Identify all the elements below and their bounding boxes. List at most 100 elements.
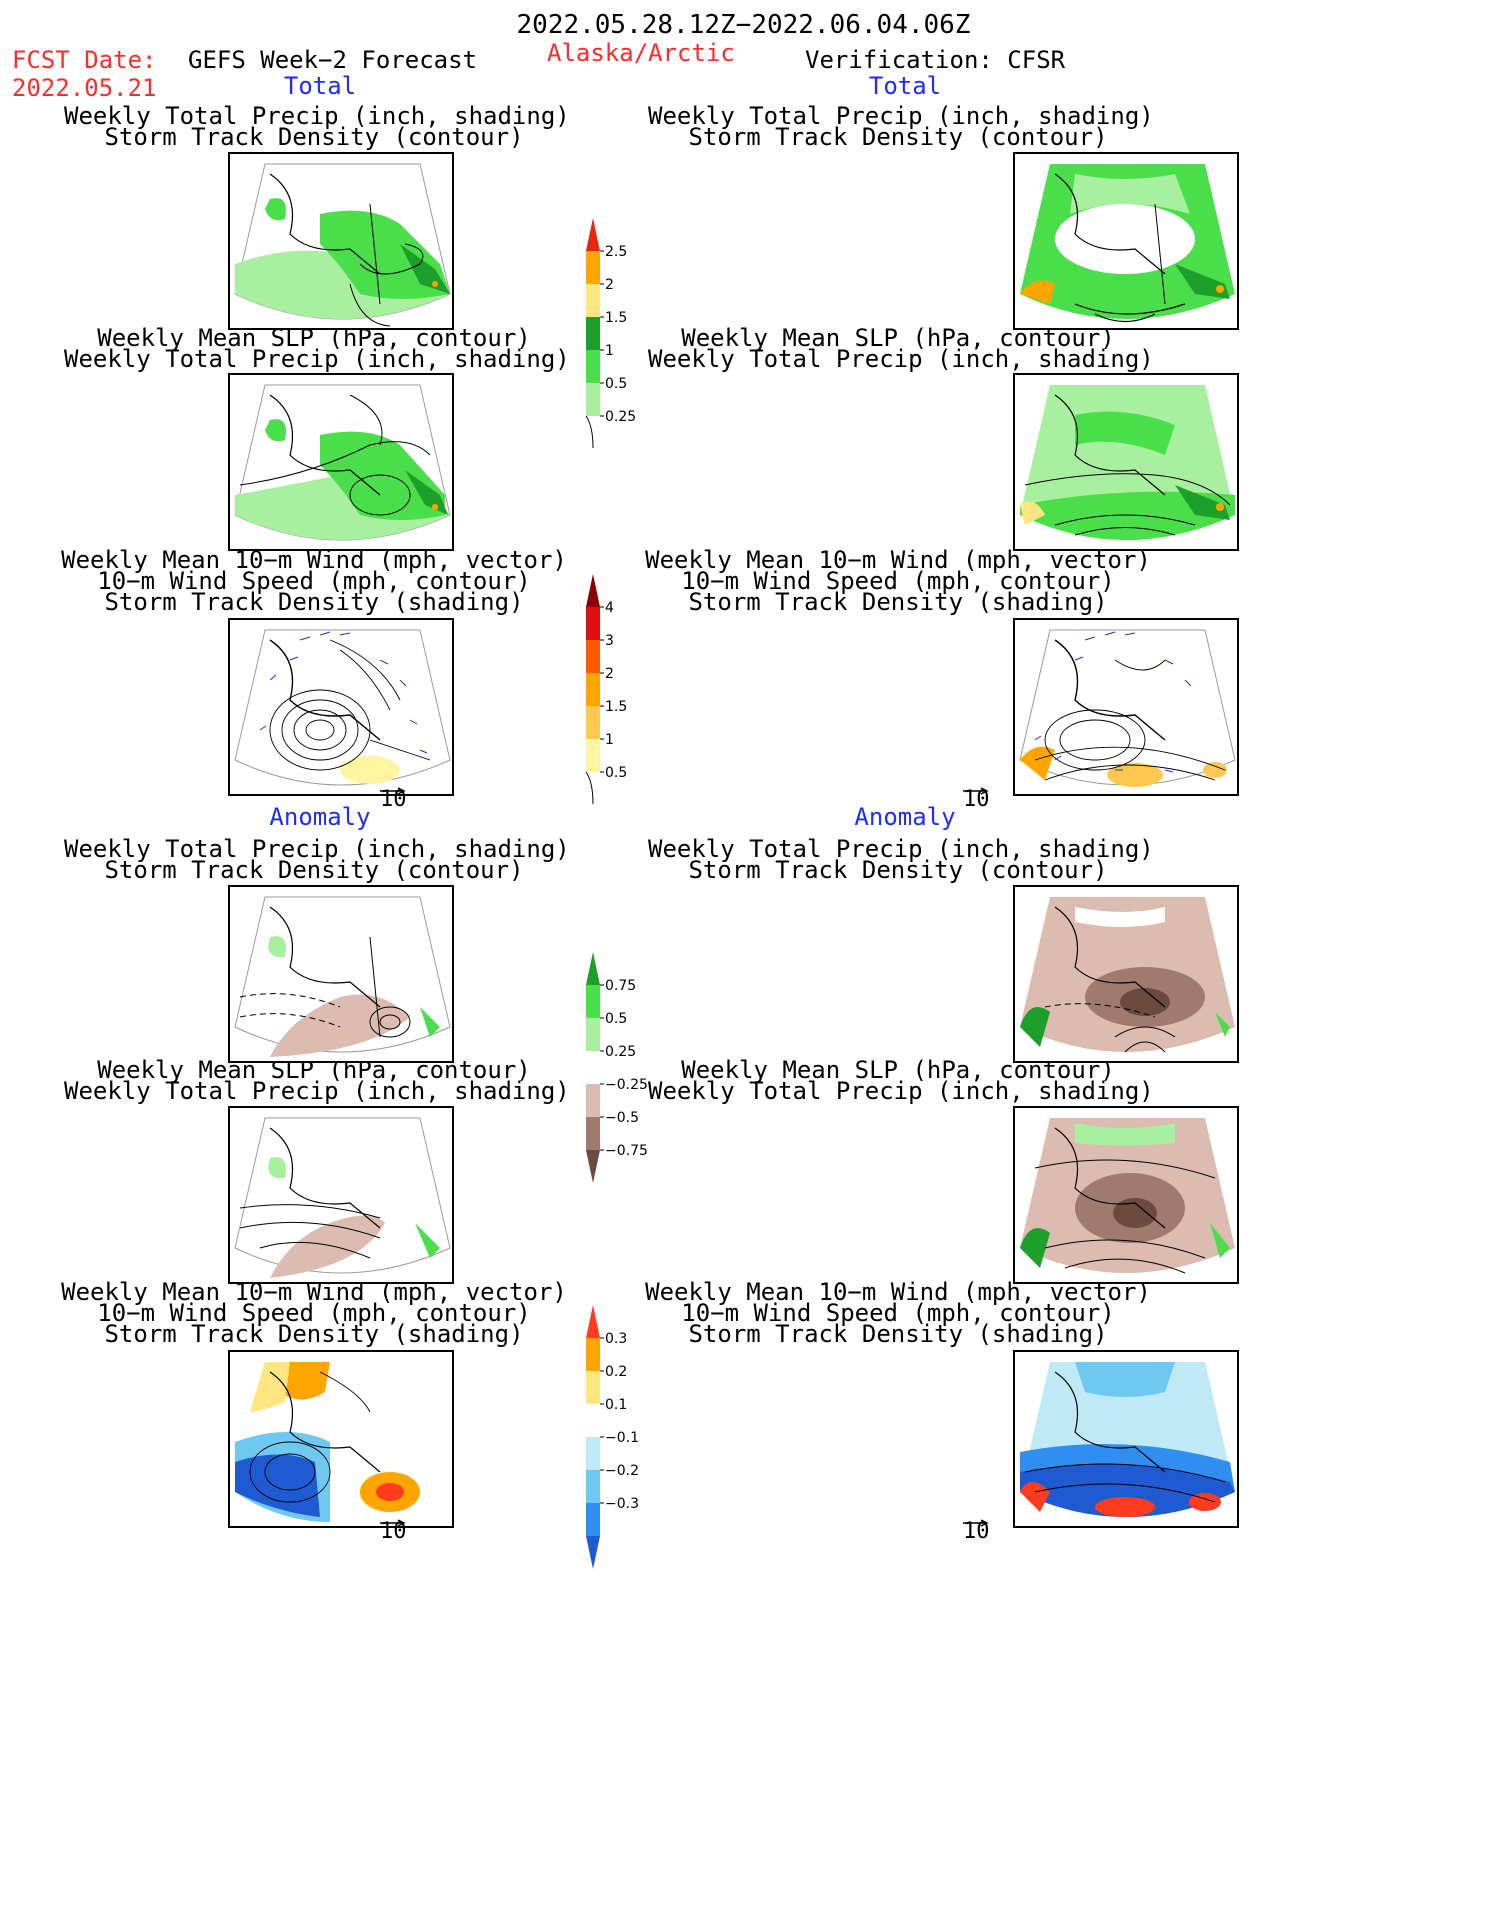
vector-ref-arrow-r3 [963, 780, 989, 795]
region-title: Alaska/Arctic [547, 39, 735, 67]
title-l4-line1: Weekly Total Precip (inch, shading) [64, 835, 570, 863]
date-range-title: 2022.05.28.12Z−2022.06.04.06Z [516, 10, 971, 40]
colorbar-segment [586, 1338, 600, 1371]
colorbar-anomaly-storm-density: 0.3 0.2 0.1 −0.1 −0.2 −0.3 [586, 1305, 646, 1615]
map-forecast-total-slp-precip [228, 373, 454, 551]
colorbar-tick-label: 1.5 [605, 310, 627, 326]
title-l6-line3: Storm Track Density (shading) [104, 1320, 524, 1348]
title-r2-line2: Weekly Total Precip (inch, shading) [648, 345, 1154, 373]
fcst-date-label: FCST Date: [12, 46, 157, 74]
colorbar-tick-label: 0.75 [605, 978, 636, 994]
colorbar-segment [586, 739, 600, 772]
colorbar-tick-label: 0.5 [605, 1011, 627, 1027]
colorbar-tick-label: −0.3 [605, 1496, 639, 1512]
colorbar-tick-label: 0.5 [605, 765, 627, 781]
map-forecast-anomaly-slp-precip [228, 1106, 454, 1284]
colorbar-tick-label: 0.1 [605, 1397, 627, 1413]
colorbar-segment [586, 1437, 600, 1470]
title-l5-line2: Weekly Total Precip (inch, shading) [64, 1077, 570, 1105]
title-r5-line2: Weekly Total Precip (inch, shading) [648, 1077, 1154, 1105]
vector-ref-label-l3: 10 [380, 787, 407, 812]
title-r4-line2: Storm Track Density (contour) [688, 856, 1108, 884]
fcst-date-value: 2022.05.21 [12, 74, 157, 102]
vector-ref-arrow-l6 [380, 1512, 406, 1527]
colorbar-segment [586, 383, 600, 416]
colorbar-tick-label: 0.2 [605, 1364, 627, 1380]
vector-ref-arrow-l3 [380, 780, 406, 795]
colorbar-segment [586, 1051, 600, 1084]
title-l6-line2: 10−m Wind Speed (mph, contour) [97, 1299, 531, 1327]
colorbar-tick-label: −0.25 [605, 1077, 648, 1093]
colorbar-segment [586, 574, 600, 607]
map-verification-total-precip-storm [1013, 152, 1239, 330]
map-forecast-anomaly-precip-storm [228, 885, 454, 1063]
map-verification-anomaly-precip-storm [1013, 885, 1239, 1063]
left-total-label: Total [283, 72, 357, 100]
colorbar-segment [586, 985, 600, 1018]
model-title: GEFS Week−2 Forecast [188, 46, 477, 74]
colorbar-tick-label: 0.25 [605, 1044, 636, 1060]
title-l3-line3: Storm Track Density (shading) [104, 588, 524, 616]
colorbar-segment [586, 350, 600, 383]
title-l3-line2: 10−m Wind Speed (mph, contour) [97, 567, 531, 595]
colorbar-tick-label: 0.3 [605, 1331, 627, 1347]
colorbar-tail [585, 415, 594, 449]
colorbar-tick-label: 3 [605, 633, 614, 649]
colorbar-segment [586, 706, 600, 739]
colorbar-total-precip: 2.5 2 1.5 1 0.5 0.25 [585, 218, 646, 462]
title-r3-line2: 10−m Wind Speed (mph, contour) [681, 567, 1115, 595]
vector-ref-arrow-r6 [963, 1512, 989, 1527]
map-verification-anomaly-wind-storm [1013, 1350, 1239, 1528]
title-l1-line1: Weekly Total Precip (inch, shading) [64, 102, 570, 130]
map-verification-total-wind-storm [1013, 618, 1239, 796]
colorbar-segment [586, 1371, 600, 1404]
colorbar-segment [586, 673, 600, 706]
colorbar-tick-label: 1 [605, 343, 614, 359]
colorbar-total-storm-density: 4 3 2 1.5 1 0.5 [585, 574, 646, 818]
colorbar-tail [585, 771, 594, 805]
colorbar-tick-label: 4 [605, 600, 614, 616]
map-forecast-total-wind-storm [228, 618, 454, 796]
colorbar-tick-label: 2.5 [605, 244, 627, 260]
colorbar-anomaly-precip: 0.75 0.5 0.25 −0.25 −0.5 −0.75 [586, 952, 648, 1229]
colorbar-segment [586, 218, 600, 251]
title-r4-line1: Weekly Total Precip (inch, shading) [648, 835, 1154, 863]
colorbar-segment [586, 284, 600, 317]
left-anomaly-label: Anomaly [269, 803, 371, 831]
title-r3-line1: Weekly Mean 10−m Wind (mph, vector) [645, 546, 1151, 574]
colorbar-segment [586, 1150, 600, 1183]
colorbar-segment [586, 1117, 600, 1150]
title-r1-line1: Weekly Total Precip (inch, shading) [648, 102, 1154, 130]
colorbar-segment [586, 952, 600, 985]
title-r1-line2: Storm Track Density (contour) [688, 123, 1108, 151]
colorbar-tick-label: 2 [605, 277, 614, 293]
right-anomaly-label: Anomaly [854, 803, 956, 831]
map-forecast-total-precip-storm [228, 152, 454, 330]
vector-ref-label-l6: 10 [380, 1519, 407, 1544]
colorbar-segment [586, 640, 600, 673]
colorbar-tick-label: −0.1 [605, 1430, 639, 1446]
colorbar-segment [586, 1503, 600, 1536]
colorbar-tick-label: 1 [605, 732, 614, 748]
colorbar-tick-label: 2 [605, 666, 614, 682]
colorbar-segment [586, 251, 600, 284]
title-l2-line2: Weekly Total Precip (inch, shading) [64, 345, 570, 373]
title-r3-line3: Storm Track Density (shading) [688, 588, 1108, 616]
map-forecast-anomaly-wind-storm [228, 1350, 454, 1528]
colorbar-segment [586, 1536, 600, 1569]
colorbar-tick-label: −0.2 [605, 1463, 639, 1479]
title-l2-line1: Weekly Mean SLP (hPa, contour) [97, 324, 531, 352]
right-total-label: Total [868, 72, 942, 100]
colorbar-segment [586, 1018, 600, 1051]
verification-title: Verification: CFSR [805, 46, 1066, 74]
title-r6-line2: 10−m Wind Speed (mph, contour) [681, 1299, 1115, 1327]
colorbar-segment [586, 1404, 600, 1437]
vector-ref-label-r6: 10 [963, 1519, 990, 1544]
colorbar-tick-label: 0.5 [605, 376, 627, 392]
map-verification-anomaly-slp-precip [1013, 1106, 1239, 1284]
title-l1-line2: Storm Track Density (contour) [104, 123, 524, 151]
title-l3-line1: Weekly Mean 10−m Wind (mph, vector) [61, 546, 567, 574]
map-verification-total-slp-precip [1013, 373, 1239, 551]
colorbar-segment [586, 1470, 600, 1503]
vector-ref-label-r3: 10 [963, 787, 990, 812]
